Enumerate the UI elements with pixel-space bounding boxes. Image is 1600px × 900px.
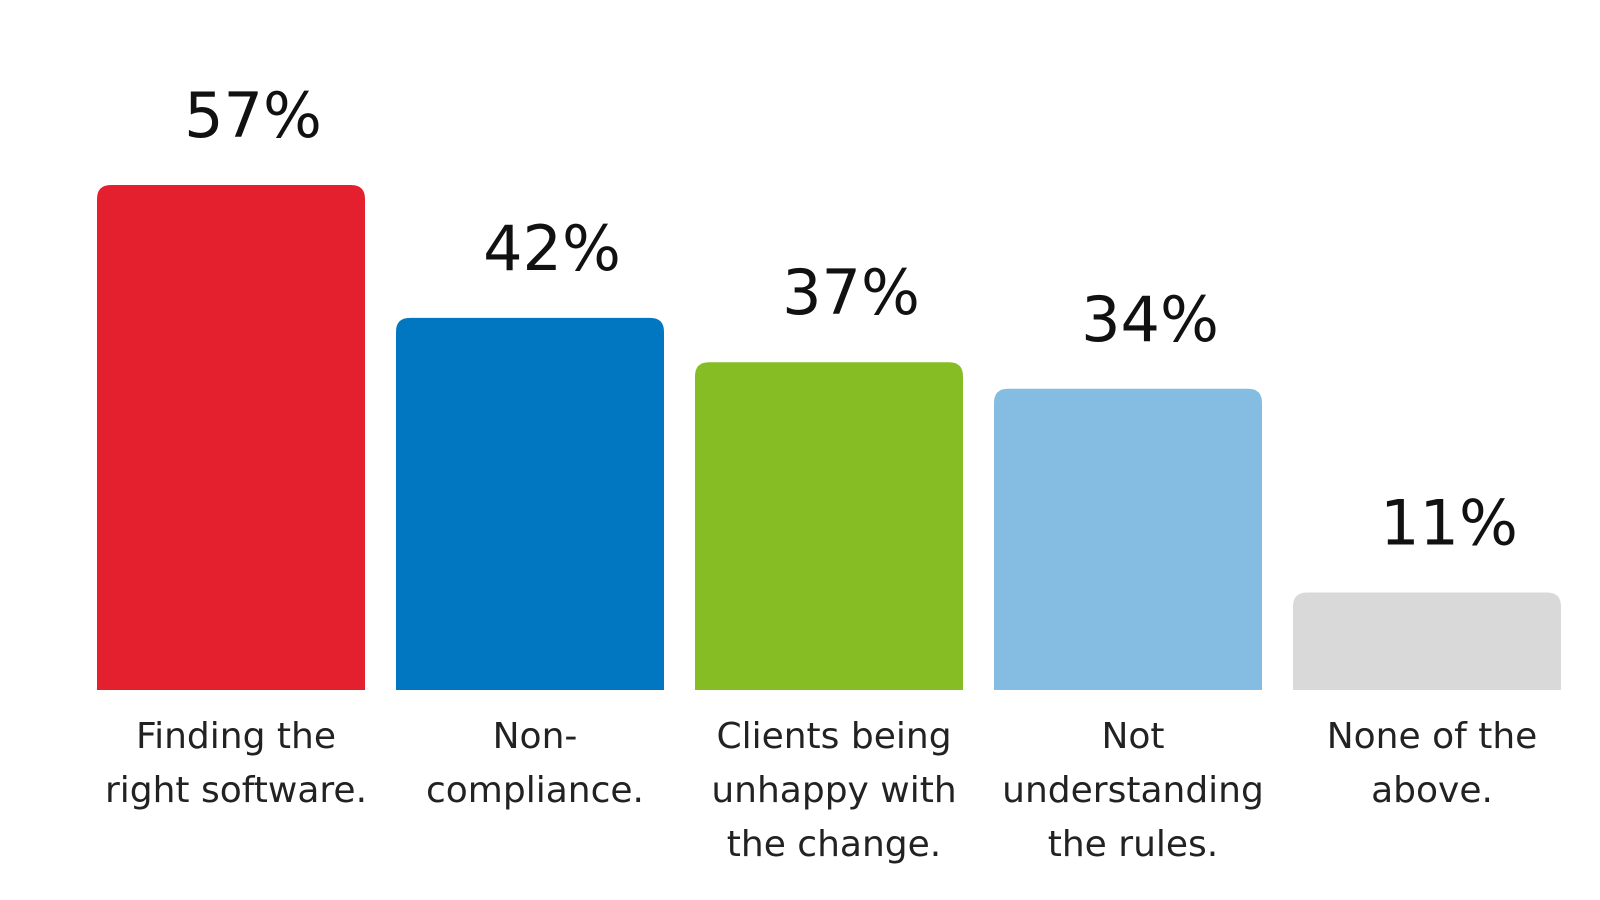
bar-1 bbox=[97, 185, 365, 690]
category-label-5: None of the above. bbox=[1327, 716, 1538, 811]
category-label-2-line-1: Non- bbox=[493, 716, 578, 757]
bar-2 bbox=[396, 317, 664, 690]
value-label-2: 42% bbox=[483, 212, 621, 285]
value-label-1: 57% bbox=[184, 79, 322, 152]
category-label-3-line-2: unhappy with bbox=[711, 770, 956, 811]
category-label-2: Non-compliance. bbox=[426, 716, 644, 811]
category-label-1-line-2: right software. bbox=[105, 770, 367, 811]
category-label-3: Clients being unhappy with the change. bbox=[711, 716, 956, 865]
category-label-5-line-1: None of the bbox=[1327, 716, 1538, 757]
category-label-2-line-2: compliance. bbox=[426, 770, 644, 811]
value-labels-layer: 57% 42% 37% 34% 11% bbox=[184, 79, 1518, 560]
category-label-1-line-1: Finding the bbox=[136, 716, 336, 757]
category-label-5-line-2: above. bbox=[1371, 770, 1493, 811]
bar-5 bbox=[1293, 592, 1561, 690]
value-label-4: 34% bbox=[1081, 283, 1219, 356]
category-label-3-line-1: Clients being bbox=[716, 716, 951, 757]
category-labels-layer: Finding the right software. Non-compliance… bbox=[105, 716, 1537, 865]
category-label-4-line-3: the rules. bbox=[1048, 824, 1219, 865]
category-label-3-line-3: the change. bbox=[727, 824, 941, 865]
category-label-4: Not understanding the rules. bbox=[1002, 716, 1264, 865]
category-label-4-line-1: Not bbox=[1101, 716, 1164, 757]
bar-4 bbox=[994, 388, 1262, 690]
bars-layer bbox=[97, 185, 1561, 690]
category-label-1: Finding the right software. bbox=[105, 716, 367, 811]
value-label-3: 37% bbox=[782, 256, 920, 329]
category-label-4-line-2: understanding bbox=[1002, 770, 1264, 811]
value-label-5: 11% bbox=[1380, 487, 1518, 560]
bar-3 bbox=[695, 362, 963, 690]
